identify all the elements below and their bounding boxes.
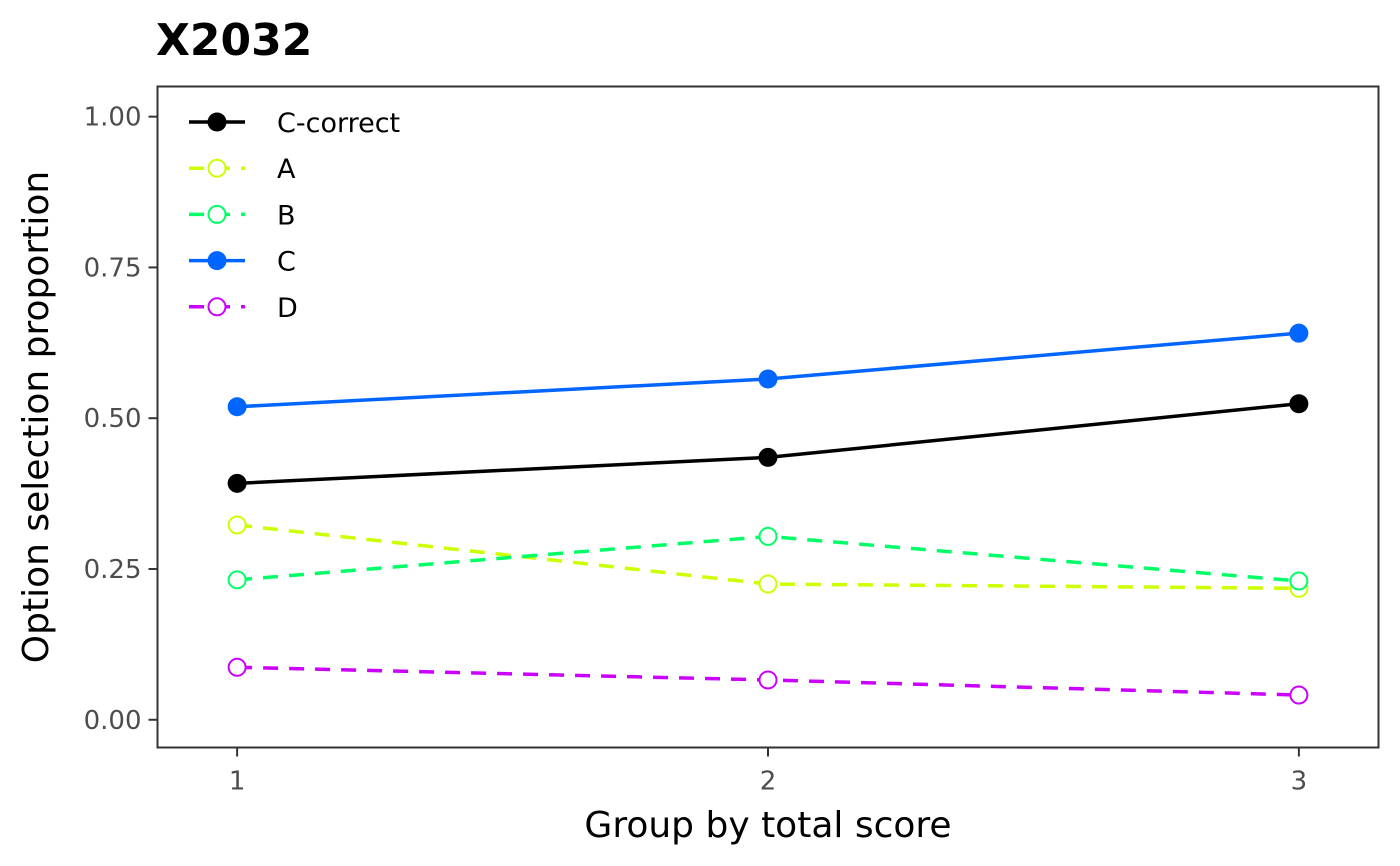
y-axis: 0.00 0.25 0.50 0.75 1.00 xyxy=(84,103,158,736)
data-point-c xyxy=(758,369,778,389)
x-tick-label: 1 xyxy=(229,767,246,797)
y-axis-title: Option selection proportion xyxy=(16,171,57,663)
x-axis-title: Group by total score xyxy=(584,805,951,846)
series-c xyxy=(227,323,1309,417)
legend-label: A xyxy=(277,154,296,185)
legend-item-d: D xyxy=(189,293,298,324)
legend-item-a: A xyxy=(189,154,296,185)
y-tick-label: 0.50 xyxy=(84,404,142,434)
data-point-d xyxy=(758,670,778,690)
x-tick-label: 3 xyxy=(1291,767,1308,797)
y-tick-label: 0.75 xyxy=(84,253,142,283)
y-tick-label: 0.25 xyxy=(84,555,142,585)
legend-key-point xyxy=(207,158,227,178)
data-point-c-correct xyxy=(227,473,247,493)
y-tick-label: 1.00 xyxy=(84,103,142,133)
series-d xyxy=(227,657,1309,705)
data-point-a xyxy=(227,515,247,535)
data-point-b xyxy=(227,570,247,590)
series-layer xyxy=(227,323,1309,705)
data-point-d xyxy=(227,657,247,677)
data-point-c xyxy=(1289,323,1309,343)
chart-title: X2032 xyxy=(156,15,312,66)
legend-key-point xyxy=(207,112,227,132)
legend-key-point xyxy=(207,297,227,317)
data-point-c xyxy=(227,397,247,417)
data-point-c-correct xyxy=(1289,394,1309,414)
legend-item-c: C xyxy=(189,247,296,278)
plot-panel xyxy=(156,85,1380,749)
series-b xyxy=(227,526,1309,591)
legend-key-point xyxy=(207,251,227,271)
legend-item-b: B xyxy=(189,200,296,231)
x-axis: 1 2 3 xyxy=(229,747,1308,797)
data-point-d xyxy=(1289,685,1309,705)
legend-label: C-correct xyxy=(277,108,400,139)
legend-item-c-correct: C-correct xyxy=(189,108,400,139)
legend-label: D xyxy=(277,293,298,324)
legend-key-point xyxy=(207,204,227,224)
x-tick-label: 2 xyxy=(760,767,777,797)
legend-label: B xyxy=(277,200,296,231)
legend-label: C xyxy=(277,247,296,278)
data-point-b xyxy=(758,526,778,546)
data-point-b xyxy=(1289,571,1309,591)
data-point-a xyxy=(758,574,778,594)
data-point-c-correct xyxy=(758,447,778,467)
series-c-correct xyxy=(227,394,1309,493)
y-tick-label: 0.00 xyxy=(84,706,142,736)
